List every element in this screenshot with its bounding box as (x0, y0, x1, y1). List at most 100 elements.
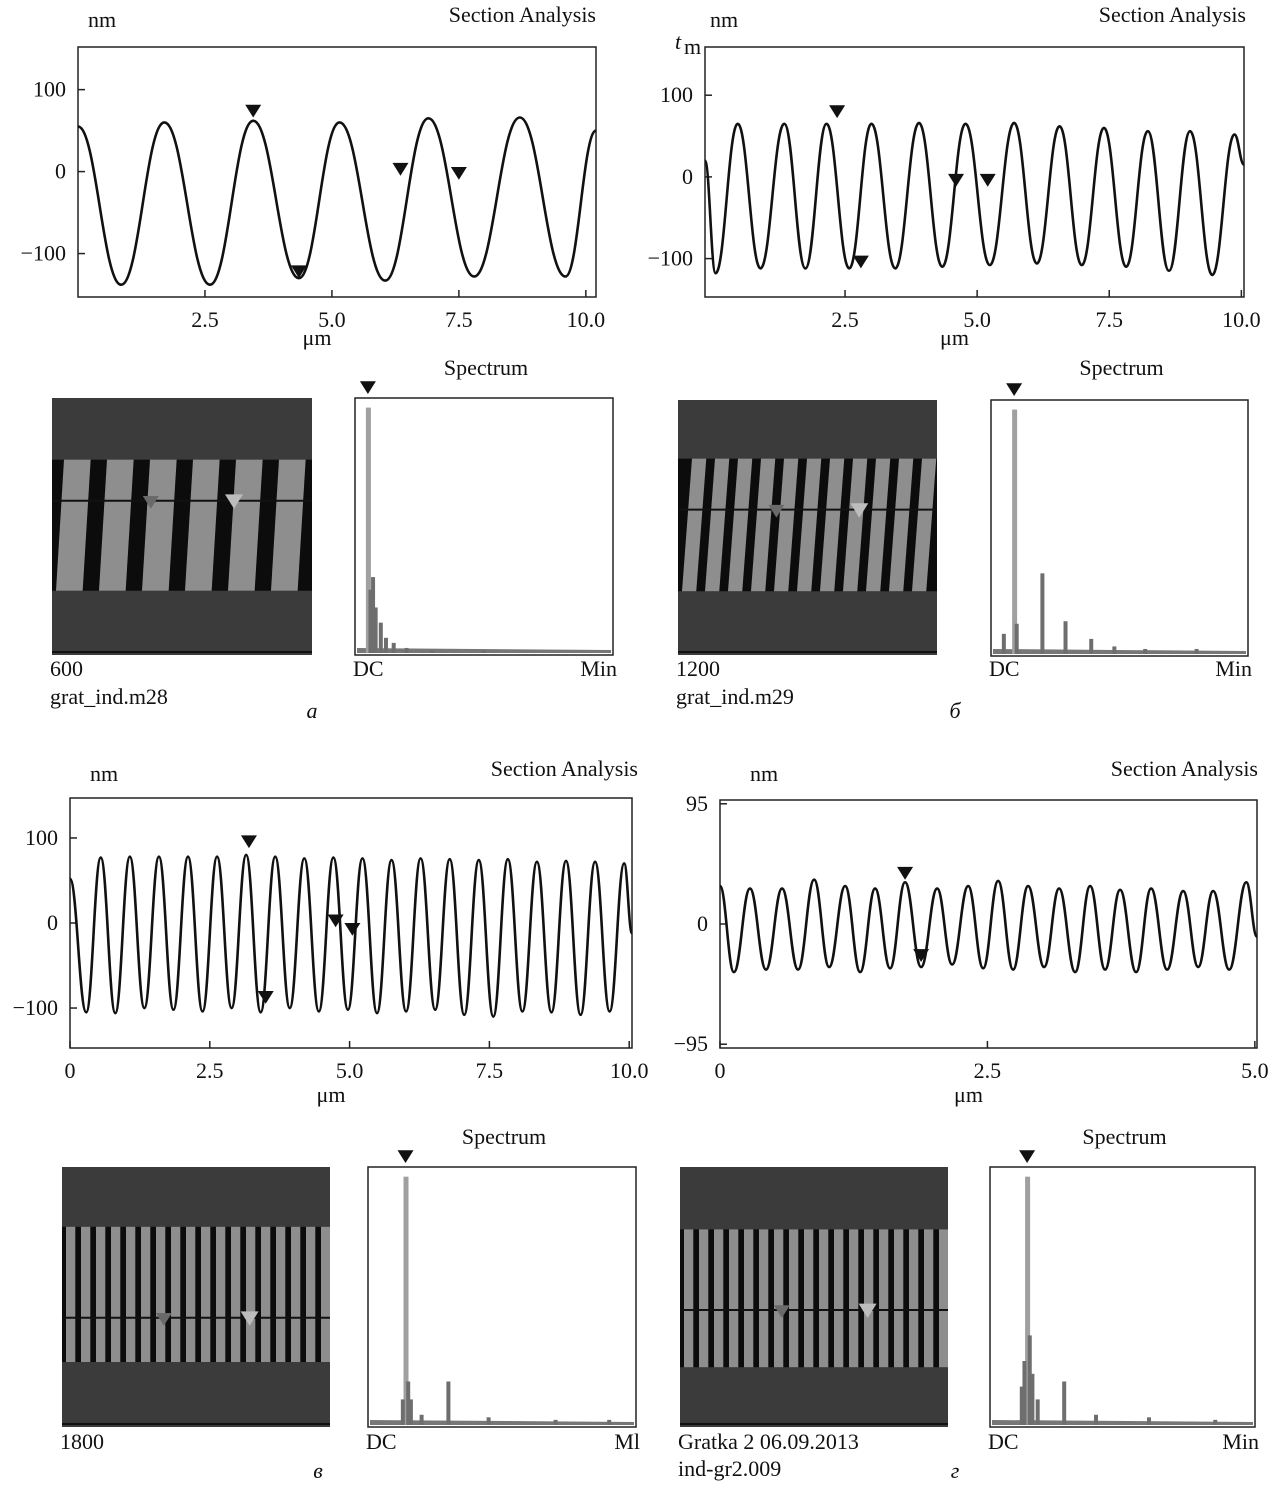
spectrum-peak (400, 1399, 405, 1425)
afm-stripe (684, 1229, 694, 1368)
x-tick-label: 2.5 (831, 307, 859, 332)
afm-stripe (820, 458, 845, 592)
cursor-marker (245, 104, 262, 118)
spectrum-right-label: Min (580, 656, 617, 681)
panel-letter: г (951, 1458, 960, 1483)
afm-stripe (201, 1226, 211, 1362)
image-cursor (155, 1313, 172, 1326)
spectrum-peak (1194, 648, 1199, 654)
spectrum-peak (419, 1414, 424, 1425)
spectrum-floor (993, 649, 1246, 654)
y-axis-label: nm (90, 761, 118, 786)
image-cursor (850, 503, 869, 518)
x-tick-label: 10.0 (610, 1058, 649, 1083)
x-axis-label: μm (303, 325, 332, 350)
plot-frame (704, 46, 1245, 298)
spectrum-peak (1094, 1414, 1098, 1425)
spectrum-peak (1014, 623, 1019, 654)
afm-stripe (729, 1229, 739, 1368)
spectrum-cursor (359, 381, 376, 394)
image-label: grat_ind.m28 (50, 684, 168, 709)
afm-stripe (261, 1226, 271, 1362)
afm-stripe (216, 1226, 226, 1362)
afm-stripe (231, 1226, 241, 1362)
x-tick-label: 5.0 (963, 307, 991, 332)
image-label: ind-gr2.009 (678, 1456, 781, 1481)
spectrum-peak (403, 1176, 409, 1425)
spectrum-peak (368, 589, 373, 653)
image-label: grat_ind.m29 (676, 684, 794, 709)
spectrum-peak (408, 1399, 413, 1425)
y-tick-label: 0 (682, 164, 693, 189)
spectrum-peak (446, 1381, 451, 1425)
spectrum-left-label: DC (366, 1429, 397, 1454)
spectrum-right-label: Min (1222, 1429, 1259, 1454)
afm-stripe (843, 458, 868, 592)
spectrum-title: Spectrum (444, 355, 528, 380)
afm-band (680, 1229, 948, 1368)
image-label: 1200 (676, 656, 720, 681)
y-tick-label: −100 (13, 995, 58, 1020)
image-label: Gratka 2 06.09.2013 (678, 1429, 859, 1454)
afm-stripe (744, 1229, 754, 1368)
x-tick-label: 10.0 (567, 307, 606, 332)
y-tick-label: 95 (686, 791, 708, 816)
spectrum-peak (1001, 633, 1006, 654)
spectrum-frame (990, 399, 1249, 657)
spectrum-peak (1030, 1373, 1035, 1425)
y-axis-label: nm (88, 7, 116, 32)
section-line (68, 853, 634, 1018)
image-cursor (225, 494, 243, 509)
afm-stripe (889, 458, 914, 592)
afm-band (52, 459, 312, 591)
spectrum-title: Spectrum (1082, 1124, 1166, 1149)
spectrum-cursor (1006, 383, 1023, 396)
afm-stripe (228, 459, 263, 591)
afm-stripe (819, 1229, 829, 1368)
spectrum-peak (1012, 409, 1018, 654)
x-tick-label: 2.5 (196, 1058, 224, 1083)
y-tick-label: −95 (674, 1031, 708, 1056)
y-tick-label: 100 (33, 77, 66, 102)
afm-stripe (909, 1229, 919, 1368)
spectrum-peak (391, 642, 396, 653)
afm-stripe (126, 1226, 136, 1362)
image-cursor (858, 1303, 877, 1318)
image-cursor (142, 496, 159, 509)
afm-stripe (171, 1226, 181, 1362)
spectrum-peak (1089, 638, 1094, 654)
spectrum-title: Spectrum (462, 1124, 546, 1149)
afm-stripe (276, 1226, 286, 1362)
spectrum-peak (430, 650, 435, 653)
afm-stripe (56, 459, 91, 591)
afm-stripe (759, 1229, 769, 1368)
afm-stripe (99, 459, 134, 591)
y-tick-label: 0 (697, 911, 708, 936)
plot-frame (77, 46, 597, 298)
x-axis-label: μm (317, 1082, 346, 1107)
image-label: 1800 (60, 1429, 104, 1454)
panel-letter: б (949, 698, 961, 723)
afm-stripe (81, 1226, 91, 1362)
section-line (718, 878, 1259, 974)
cursor-marker (290, 265, 307, 279)
panel-letter: а (307, 698, 318, 723)
corner-label-sub: m (684, 34, 701, 59)
spectrum-peak (1147, 1417, 1151, 1425)
spectrum-peak (1143, 648, 1148, 654)
y-axis-label: nm (750, 761, 778, 786)
spectrum-peak (383, 637, 388, 653)
afm-stripe (879, 1229, 889, 1368)
afm-stripe (789, 1229, 799, 1368)
spectrum-left-label: DC (353, 656, 384, 681)
y-tick-label: 0 (47, 910, 58, 935)
spectrum-peak (1035, 1399, 1040, 1425)
spectrum-peak (1022, 1361, 1027, 1425)
cursor-marker (852, 255, 869, 269)
afm-stripe (774, 1229, 784, 1368)
afm-stripe (142, 459, 177, 591)
spectrum-peak (1040, 573, 1045, 654)
spectrum-peak (1027, 1335, 1032, 1425)
chart-title: Section Analysis (1111, 756, 1258, 781)
